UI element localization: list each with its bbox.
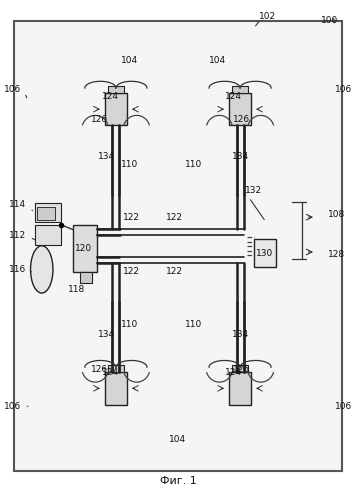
Bar	[80, 272, 92, 283]
Bar	[232, 85, 248, 93]
Text: 124: 124	[102, 92, 119, 101]
Text: 106: 106	[4, 402, 21, 411]
Bar	[234, 100, 247, 119]
Text: 110: 110	[121, 160, 138, 169]
Text: 112: 112	[9, 231, 26, 240]
Text: 132: 132	[245, 186, 262, 195]
Bar	[254, 239, 276, 267]
Bar	[234, 379, 247, 398]
Bar	[80, 69, 276, 95]
Text: 118: 118	[68, 285, 85, 294]
Bar	[229, 93, 251, 125]
Bar	[35, 225, 61, 245]
Text: 106: 106	[4, 85, 21, 94]
Text: 126: 126	[91, 365, 108, 374]
Text: 108: 108	[328, 210, 345, 219]
Bar	[229, 372, 251, 405]
Text: 106: 106	[335, 85, 352, 94]
Bar	[28, 369, 76, 434]
Bar	[280, 369, 328, 434]
Bar	[73, 225, 97, 272]
Text: 114: 114	[9, 200, 26, 209]
Bar	[80, 403, 276, 429]
Bar	[109, 100, 122, 119]
Text: 122: 122	[123, 213, 140, 222]
Bar	[109, 379, 122, 398]
Bar	[280, 65, 328, 133]
Bar	[108, 85, 124, 93]
Bar	[26, 25, 330, 461]
Text: 126: 126	[233, 365, 250, 374]
Text: 134: 134	[231, 152, 248, 162]
Text: 134: 134	[98, 152, 115, 162]
Text: 106: 106	[335, 402, 352, 411]
Text: 134: 134	[98, 330, 115, 339]
Text: 122: 122	[123, 267, 140, 276]
Text: 134: 134	[231, 330, 248, 339]
Text: 104: 104	[209, 56, 226, 65]
Bar	[105, 372, 127, 405]
Text: 122: 122	[166, 267, 183, 276]
Text: 126: 126	[91, 115, 108, 124]
Bar	[108, 365, 124, 372]
Text: Фиг. 1: Фиг. 1	[159, 476, 197, 486]
Text: 124: 124	[225, 92, 242, 101]
Bar	[35, 203, 61, 222]
Text: 104: 104	[169, 435, 187, 444]
Text: 126: 126	[233, 115, 250, 124]
Text: 110: 110	[185, 320, 202, 329]
Text: 110: 110	[121, 320, 138, 329]
Text: 110: 110	[185, 160, 202, 169]
Bar	[105, 93, 127, 125]
Text: 100: 100	[321, 16, 339, 25]
Bar	[232, 365, 248, 372]
Text: 104: 104	[121, 56, 138, 65]
Text: 124: 124	[102, 368, 119, 377]
Ellipse shape	[31, 246, 53, 293]
Text: 102: 102	[259, 12, 276, 21]
Bar	[28, 65, 76, 133]
Text: 122: 122	[166, 213, 183, 222]
Text: 130: 130	[256, 249, 273, 258]
Text: 116: 116	[9, 265, 26, 274]
Text: 128: 128	[328, 250, 345, 259]
Bar	[37, 207, 55, 220]
Text: 120: 120	[74, 244, 92, 253]
Text: 124: 124	[225, 368, 242, 377]
